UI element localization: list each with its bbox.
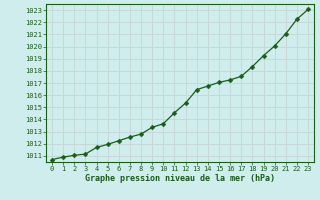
X-axis label: Graphe pression niveau de la mer (hPa): Graphe pression niveau de la mer (hPa) [85,174,275,183]
